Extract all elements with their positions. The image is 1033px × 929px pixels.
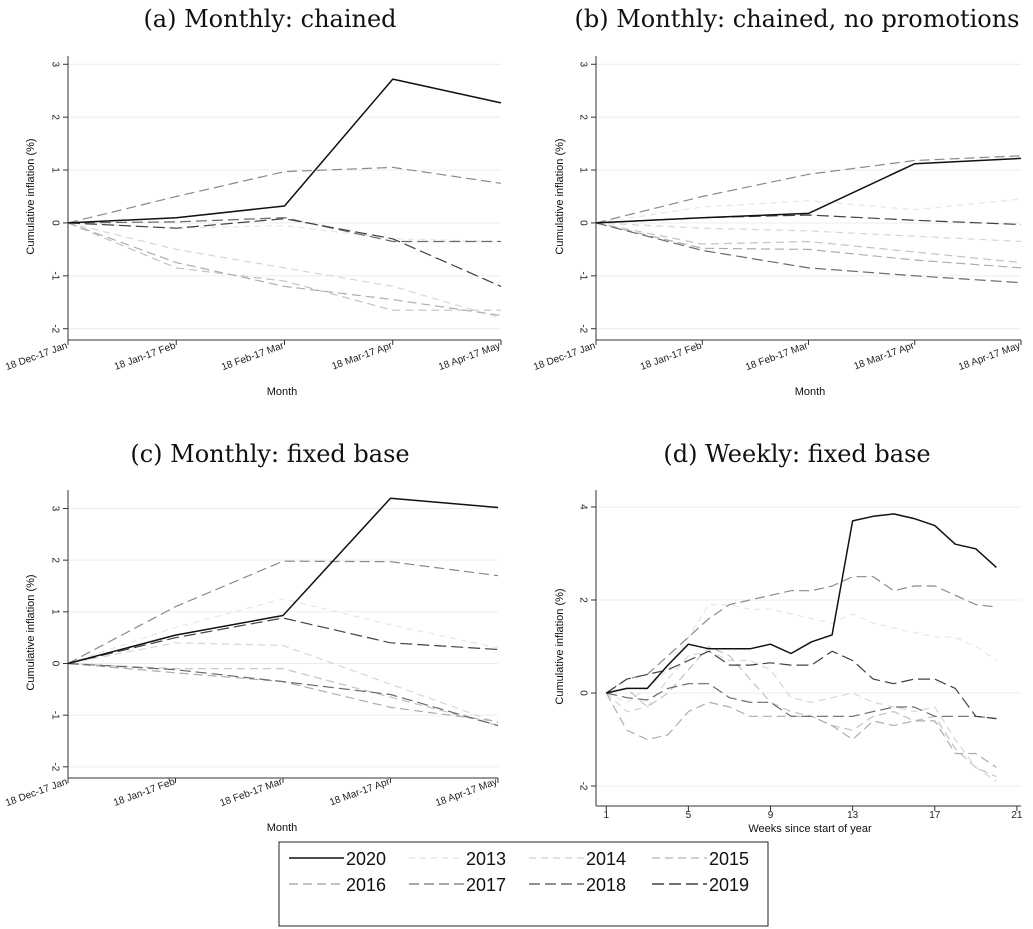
panel-d-chart: (d) Weekly: fixed base -2 0 2 4 1 5 9 13 17 21 Week… [554,440,1023,835]
series-line-2017 [595,155,1022,224]
y-tick-label: 4 [577,504,588,510]
panel-title: (d) Weekly: fixed base [663,440,930,468]
x-tick-label: 18 Feb-17 Mar [220,340,286,373]
series-line-2020 [595,157,1022,224]
y-tick-label: 0 [49,220,60,226]
x-tick-label: 5 [686,810,692,821]
x-tick-label: 18 Feb-17 Mar [219,776,285,809]
series-line-2020 [67,497,499,665]
series-line-2018 [67,662,499,727]
y-tick-label: 0 [577,690,588,696]
series-line-2015 [606,645,997,778]
y-tick-label: -1 [49,271,60,280]
series-line-2013 [595,198,1022,224]
x-axis-label: Month [267,822,298,834]
y-tick-label: -2 [577,782,588,791]
series-line-2015 [67,222,501,311]
y-tick-label: 2 [49,114,60,120]
x-tick-label: 18 Mar-17 Apr [330,340,394,372]
series-line-2018 [595,222,1022,284]
legend-label-2019: 2019 [709,875,749,895]
panel-b-chart: (b) Monthly: chained, no promotions -2 -1 0… [532,5,1022,398]
x-tick-label: 21 [1011,810,1023,821]
y-tick-label: 3 [577,62,588,68]
y-axis-label: Cumulative inflation (%) [554,138,566,254]
series-line-2017 [67,166,502,224]
x-tick-label: 18 Feb-17 Mar [744,340,810,373]
series-line-2017 [67,560,499,665]
legend-label-2020: 2020 [346,849,386,869]
series-line-2013 [606,603,997,703]
x-axis-label: Month [267,386,298,398]
y-axis-label: Cumulative inflation (%) [25,574,37,690]
x-tick-label: 18 Mar-17 Apr [328,776,392,808]
y-tick-label: -1 [49,711,60,720]
x-tick-label: 18 Apr-17 May [434,776,499,809]
y-tick-label: 3 [49,506,60,512]
series-line-2015 [595,222,1022,264]
x-tick-label: 13 [847,810,859,821]
legend-label-2016: 2016 [346,875,386,895]
series-line-2019 [605,650,997,720]
y-tick-label: 1 [49,167,60,173]
y-tick-label: 2 [577,114,588,120]
x-tick-label: 1 [603,810,609,821]
series-line-2019 [67,218,502,287]
x-tick-label: 18 Dec-17 Jan [4,340,69,373]
y-axis-label: Cumulative inflation (%) [25,138,37,254]
y-tick-label: 2 [49,557,60,563]
y-tick-label: -2 [577,324,588,333]
series-line-2018 [606,683,997,720]
legend-label-2013: 2013 [466,849,506,869]
series-line-2017 [605,576,997,694]
series-line-2016 [67,222,502,317]
y-axis-label: Cumulative inflation (%) [554,588,566,704]
x-tick-label: 18 Dec-17 Jan [532,340,597,373]
y-tick-label: 2 [577,597,588,603]
panel-c-chart: (c) Monthly: fixed base -2 -1 0 1 2 3 18 Dec-17… [4,440,499,834]
legend-label-2018: 2018 [586,875,626,895]
series-line-2018 [67,217,501,243]
series-line-2020 [67,78,502,224]
series-line-2019 [67,617,499,665]
y-tick-label: 0 [49,661,60,667]
x-tick-label: 18 Jan-17 Feb [639,340,704,373]
x-axis-label: Month [795,386,826,398]
x-axis-label: Weeks since start of year [748,823,872,835]
x-tick-label: 18 Dec-17 Jan [4,776,69,809]
series-line-2016 [595,222,1022,269]
series-line-2014 [67,222,502,319]
y-tick-label: 1 [577,167,588,173]
series-line-2013 [67,598,499,665]
panel-title: (b) Monthly: chained, no promotions [575,5,1020,33]
y-tick-label: -2 [49,324,60,333]
series-line-2014 [595,222,1022,243]
legend-label-2014: 2014 [586,849,626,869]
series-line-2015 [67,662,499,727]
y-tick-label: 1 [49,609,60,615]
x-tick-label: 18 Jan-17 Feb [112,776,177,809]
legend: 2020 2013 2014 2015 2016 2017 2018 2019 [278,841,769,927]
series-line-2016 [67,662,499,722]
x-tick-label: 18 Apr-17 May [437,340,502,373]
y-tick-label: -2 [49,762,60,771]
legend-label-2015: 2015 [709,849,749,869]
y-tick-label: 3 [49,62,60,68]
series-line-2014 [67,642,499,724]
series-line-2016 [605,692,997,768]
panel-title: (c) Monthly: fixed base [130,440,409,468]
series-line-2014 [605,650,997,782]
x-tick-label: 9 [768,810,774,821]
y-tick-label: 0 [577,220,588,226]
x-tick-label: 18 Mar-17 Apr [852,340,916,372]
panel-a-chart: (a) Monthly: chained -2 -1 0 1 2 3 18 Dec-17 Ja… [4,5,502,398]
legend-label-2017: 2017 [466,875,506,895]
y-tick-label: -1 [577,271,588,280]
x-tick-label: 17 [929,810,941,821]
series-line-2020 [606,513,997,694]
x-tick-label: 18 Jan-17 Feb [113,340,178,373]
panel-title: (a) Monthly: chained [143,5,396,33]
x-tick-label: 18 Apr-17 May [957,340,1022,373]
